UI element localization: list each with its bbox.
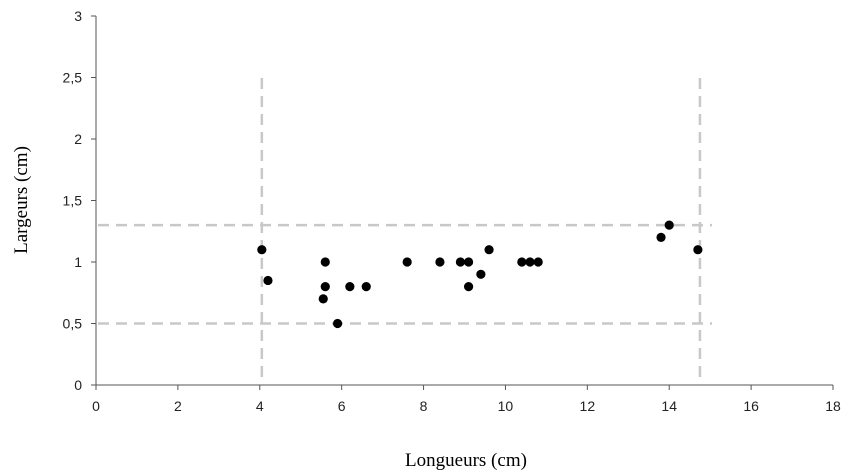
data-point [525,257,535,267]
data-point [435,257,445,267]
data-point [463,282,474,292]
data-point [263,275,273,286]
reference-lines [98,78,712,384]
x-axis-ticks: 0 2 4 6 8 10 12 14 16 18 [92,385,841,414]
y-tick-label: 3 [74,8,82,24]
y-tick-label: 0,5 [63,316,83,332]
y-tick-label: 2,5 [63,70,83,86]
data-point [656,232,666,242]
data-point [257,245,267,255]
y-tick-label: 1,5 [63,193,83,209]
data-point [455,257,466,267]
data-point [517,257,527,267]
data-point [320,282,330,292]
x-tick-label: 4 [256,398,264,414]
data-points [257,220,703,329]
x-tick-label: 14 [661,398,677,414]
data-point [484,245,494,255]
x-tick-label: 6 [338,398,346,414]
data-point [361,282,371,292]
data-point [664,220,674,230]
x-tick-label: 2 [174,398,182,414]
data-point [463,257,474,267]
axes [95,16,833,386]
x-tick-label: 10 [498,398,514,414]
data-point [318,294,328,304]
x-tick-label: 12 [580,398,596,414]
x-tick-label: 18 [825,398,841,414]
data-point [476,269,486,279]
y-axis-ticks: 0 0,5 1 1,5 2 2,5 3 [63,8,96,393]
x-axis-title: Longueurs (cm) [405,450,527,471]
data-point [402,257,412,267]
data-point [332,318,343,329]
x-tick-label: 16 [743,398,759,414]
y-axis-title: Largeurs (cm) [11,146,32,254]
x-tick-label: 8 [420,398,428,414]
data-point [693,245,703,255]
x-tick-label: 0 [92,398,100,414]
y-tick-label: 1 [74,254,82,270]
data-point [533,257,543,267]
data-point [320,257,330,267]
y-tick-label: 2 [74,131,82,147]
data-point [345,282,355,292]
y-tick-label: 0 [74,377,82,393]
